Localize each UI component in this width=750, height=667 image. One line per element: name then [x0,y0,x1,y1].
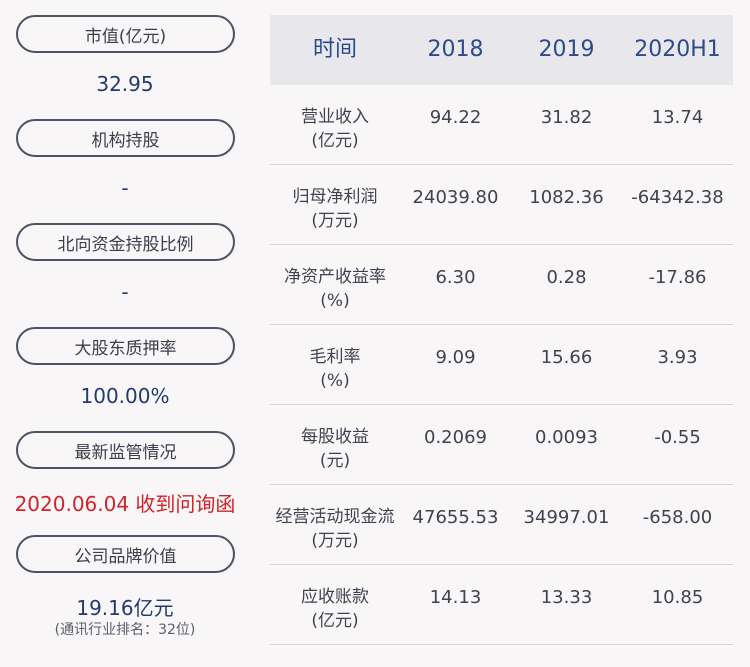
northbound-ratio-label-text: 北向资金持股比例 [57,234,194,255]
value-2019: 13.33 [540,587,593,608]
table-row: 净资产收益率 (%) 6.30 0.28 -17.86 [270,245,733,325]
pledge-rate-label-text: 大股东质押率 [74,338,177,359]
value-2020h1: -658.00 [642,507,713,528]
header-2020h1: 2020H1 [634,37,721,62]
value-2018: 9.09 [435,347,476,368]
metric-unit: (万元) [311,531,359,551]
brand-rank-note: (通讯行业排名：32位) [54,622,196,638]
metric-unit: (元) [319,451,351,471]
table-row: 经营活动现金流 (万元) 47655.53 34997.01 -658.00 [270,485,733,565]
value-2020h1: 10.85 [651,587,704,608]
header-period: 时间 [312,37,357,62]
metric-label: 经营活动现金流 (万元) [270,485,400,553]
metric-name: 归母净利润 [292,187,378,207]
table-row: 应收账款 (亿元) 14.13 13.33 10.85 [270,565,733,645]
metric-label: 每股收益 (元) [270,405,400,473]
brand-value-value: 19.16亿元 [76,596,174,620]
brand-value-label: 公司品牌价值 [16,535,235,573]
table-row: 营业收入 (亿元) 94.22 31.82 13.74 [270,85,733,165]
northbound-ratio-label: 北向资金持股比例 [16,223,235,261]
metric-name: 经营活动现金流 [275,507,395,527]
institutional-holding-label: 机构持股 [16,119,235,157]
table-header: 时间 2018 2019 2020H1 [270,15,733,85]
value-2018: 0.2069 [424,427,487,448]
metric-unit: (亿元) [311,131,359,151]
metric-label: 营业收入 (亿元) [270,85,400,153]
value-2018: 14.13 [429,587,482,608]
metric-label: 毛利率 (%) [270,325,400,393]
value-2019: 31.82 [540,107,593,128]
northbound-ratio-value: - [121,280,129,304]
value-2020h1: 13.74 [651,107,704,128]
table-row: 每股收益 (元) 0.2069 0.0093 -0.55 [270,405,733,485]
metric-name: 净资产收益率 [284,267,386,287]
market-cap-value: 32.95 [96,72,154,96]
value-2018: 94.22 [429,107,482,128]
metric-name: 营业收入 [301,107,369,127]
pledge-rate-label: 大股东质押率 [16,327,235,365]
value-2020h1: -17.86 [648,267,707,288]
value-2018: 47655.53 [412,507,499,528]
institutional-holding-label-text: 机构持股 [91,130,160,151]
value-2019: 1082.36 [529,187,604,208]
metric-unit: (%) [320,291,350,311]
regulatory-status-label-text: 最新监管情况 [74,442,177,463]
value-2020h1: -64342.38 [631,187,724,208]
value-2019: 0.0093 [535,427,598,448]
brand-value-label-text: 公司品牌价值 [74,546,177,567]
value-2018: 24039.80 [412,187,499,208]
value-2020h1: -0.55 [654,427,701,448]
metric-unit: (%) [320,371,350,391]
market-cap-label: 市值(亿元) [16,15,235,53]
metric-label: 应收账款 (亿元) [270,565,400,633]
value-2019: 15.66 [540,347,593,368]
value-2018: 6.30 [435,267,476,288]
regulatory-status-label: 最新监管情况 [16,431,235,469]
table-row: 归母净利润 (万元) 24039.80 1082.36 -64342.38 [270,165,733,245]
value-2020h1: 3.93 [657,347,698,368]
value-2019: 34997.01 [523,507,610,528]
metric-label: 归母净利润 (万元) [270,165,400,233]
summary-panel: 市值(亿元) 32.95 机构持股 - 北向资金持股比例 - 大股东质押率 10… [0,0,250,667]
value-2019: 0.28 [546,267,587,288]
metric-name: 毛利率 [309,347,361,367]
metric-name: 每股收益 [301,427,369,447]
institutional-holding-value: - [121,176,129,200]
header-2018: 2018 [427,37,484,62]
metric-unit: (万元) [311,211,359,231]
pledge-rate-value: 100.00% [80,384,170,408]
metric-label: 净资产收益率 (%) [270,245,400,313]
metric-unit: (亿元) [311,611,359,631]
metric-name: 应收账款 [301,587,369,607]
market-cap-label-text: 市值(亿元) [84,26,167,47]
financial-table: 时间 2018 2019 2020H1 营业收入 (亿元) 94.22 31.82… [270,15,733,645]
regulatory-status-value: 2020.06.04 收到问询函 [14,492,236,516]
table-row: 毛利率 (%) 9.09 15.66 3.93 [270,325,733,405]
header-2019: 2019 [538,37,595,62]
